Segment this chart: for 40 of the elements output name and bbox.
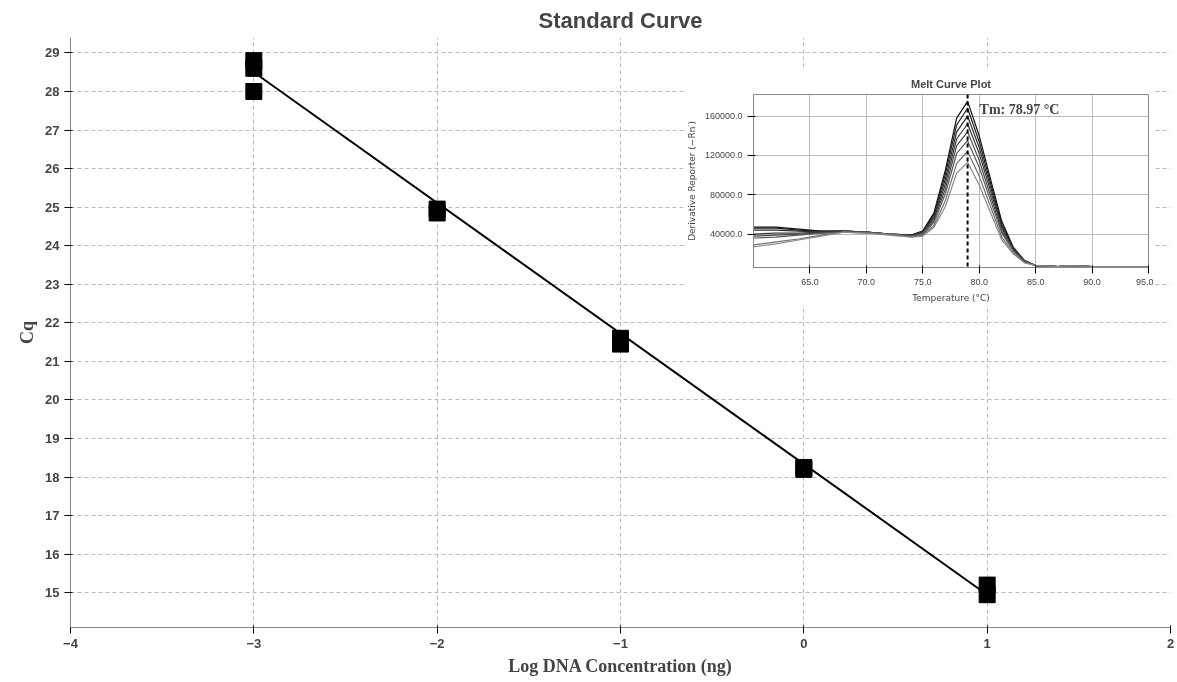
- x-tick-label: 0: [800, 635, 808, 651]
- y-axis-title: Derivative Reporter (−Rn′): [686, 121, 697, 241]
- x-tick-label: 80.0: [970, 276, 988, 287]
- y-tick-label: 40000.0: [709, 229, 743, 240]
- y-tick-label: 28: [45, 83, 60, 99]
- y-tick-label: 16: [45, 546, 60, 562]
- x-tick-label: 65.0: [801, 276, 819, 287]
- y-tick-label: 21: [45, 353, 60, 369]
- y-tick-label: 18: [45, 469, 60, 485]
- chart-title: Standard Curve: [538, 7, 703, 33]
- y-tick-label: 15: [45, 585, 60, 601]
- y-tick-label: 19: [45, 431, 60, 447]
- chart-title: Melt Curve Plot: [910, 77, 992, 90]
- y-tick-label: 29: [45, 45, 60, 61]
- x-tick-label: −2: [429, 635, 445, 651]
- y-tick-label: 17: [45, 508, 60, 524]
- y-tick-label: 27: [45, 122, 60, 138]
- x-tick-label: 90.0: [1083, 276, 1101, 287]
- y-tick-label: 80000.0: [709, 189, 743, 200]
- y-tick-label: 22: [45, 315, 60, 331]
- x-tick-label: 85.0: [1026, 276, 1045, 287]
- y-tick-label: 160000.0: [704, 111, 743, 122]
- y-tick-label: 25: [45, 199, 60, 215]
- y-tick-label: 20: [45, 392, 60, 408]
- x-axis-title: Temperature (°C): [911, 292, 990, 303]
- x-tick-label: −4: [63, 635, 79, 651]
- x-tick-label: 75.0: [914, 276, 932, 287]
- x-tick-label: 95.0: [1135, 276, 1154, 287]
- x-axis-title: Log DNA Concentration (ng): [508, 655, 732, 677]
- y-tick-label: 26: [45, 161, 60, 177]
- y-tick-label: 120000.0: [704, 150, 743, 161]
- x-tick-label: −3: [246, 635, 262, 651]
- x-tick-label: 2: [1166, 635, 1175, 651]
- x-tick-label: 1: [983, 635, 991, 651]
- ref-line-label: Tm: 78.97 °C: [979, 101, 1060, 117]
- x-tick-label: −1: [613, 635, 628, 651]
- x-tick-label: 70.0: [857, 276, 876, 287]
- y-axis-title: Cq: [17, 320, 38, 344]
- y-tick-label: 23: [45, 276, 60, 292]
- y-tick-label: 24: [45, 238, 61, 254]
